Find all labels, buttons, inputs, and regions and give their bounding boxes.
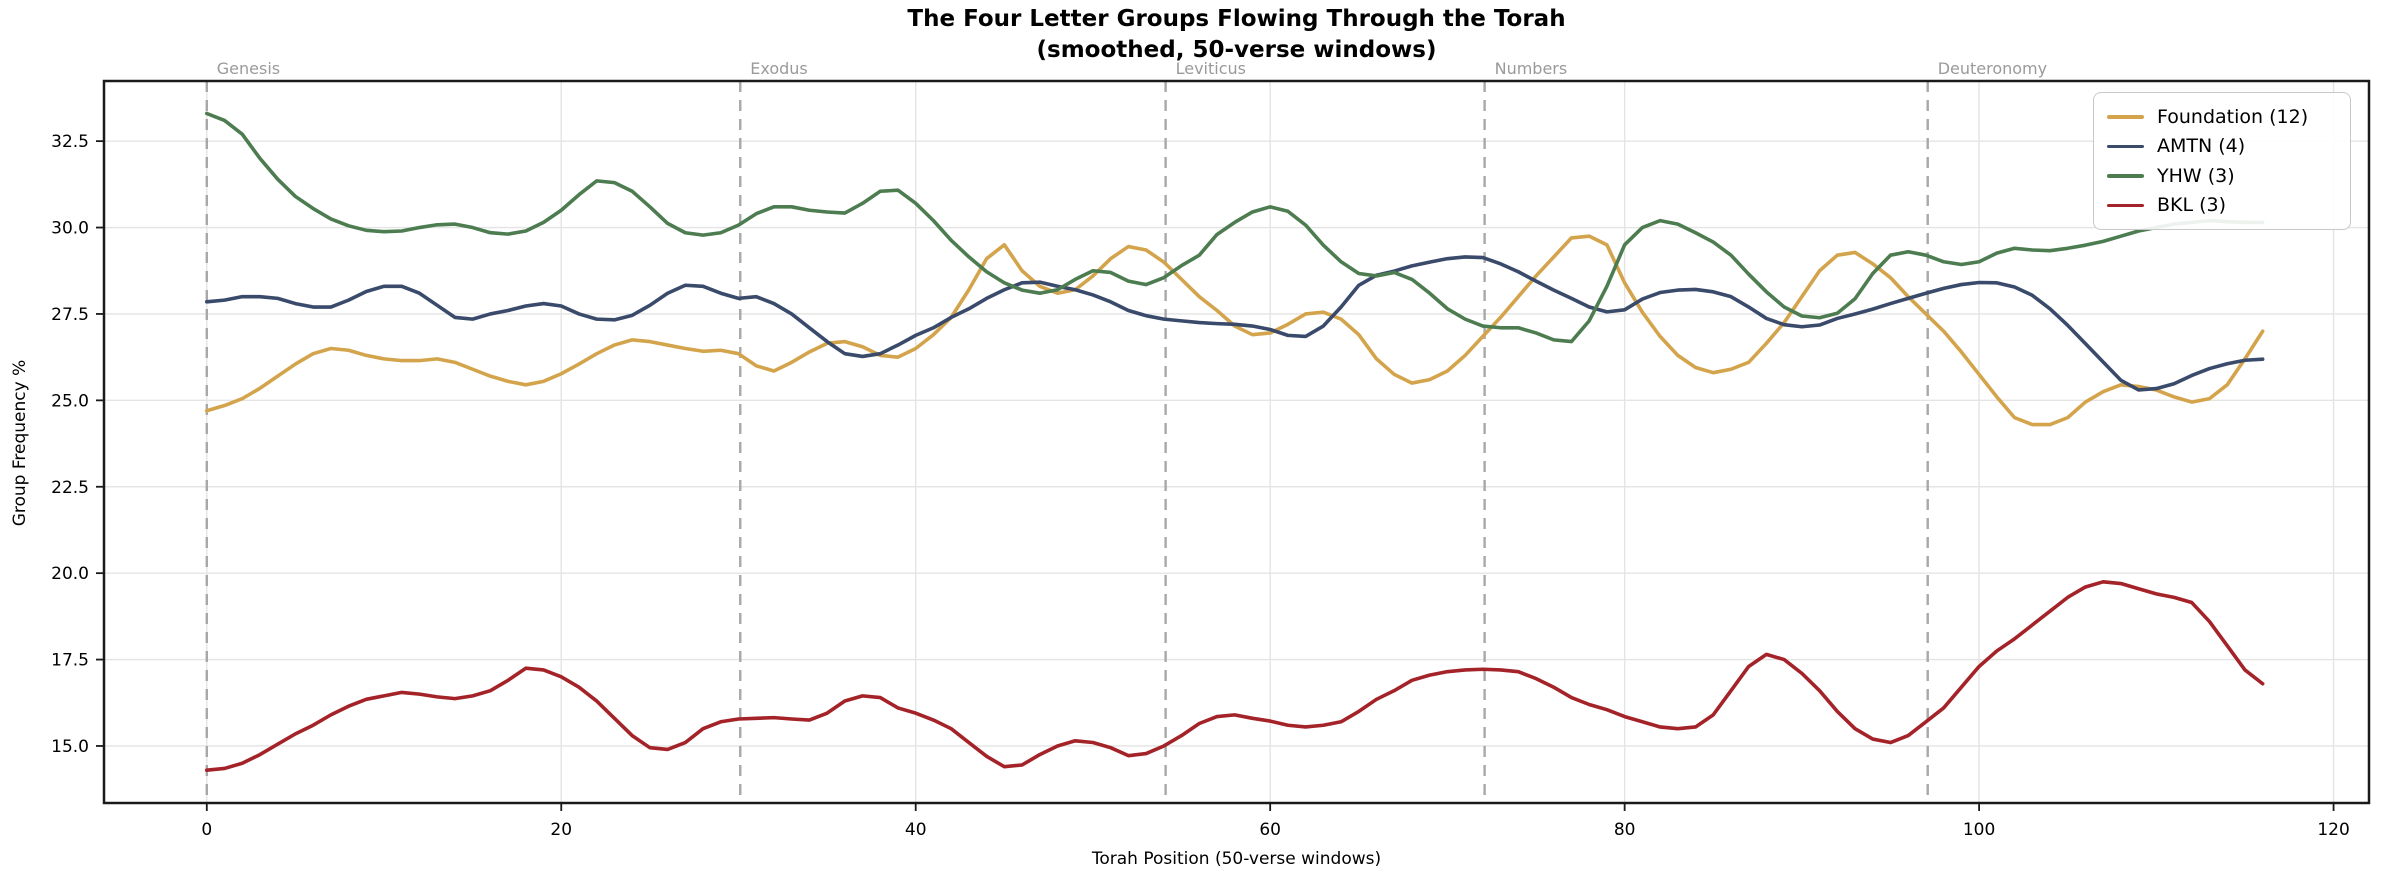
book-label-leviticus: Leviticus [1176, 59, 1246, 78]
legend-item-yhw: YHW (3) [2107, 161, 2350, 191]
y-axis-label: Group Frequency % [10, 359, 30, 527]
series-line-amtn [204, 255, 2265, 392]
book-label-exodus: Exodus [750, 59, 808, 78]
x-axis-label: Torah Position (50-verse windows) [1091, 849, 1382, 869]
legend-swatch-amtn [2107, 144, 2144, 148]
chart-title: The Four Letter Groups Flowing Through t… [104, 4, 2369, 66]
legend-label-bkl: BKL (3) [2157, 194, 2227, 217]
legend-swatch-foundation [2107, 115, 2144, 119]
x-tick-label: 100 [1963, 820, 1995, 840]
y-tick-label: 17.5 [51, 651, 89, 671]
series-line-bkl [204, 580, 2265, 772]
x-tick-label: 20 [550, 820, 572, 840]
y-tick-label: 30.0 [51, 219, 89, 239]
x-tick-label: 0 [201, 820, 212, 840]
book-label-numbers: Numbers [1495, 59, 1568, 78]
legend-swatch-yhw [2107, 174, 2144, 178]
legend-label-amtn: AMTN (4) [2157, 135, 2246, 158]
x-tick-label: 40 [905, 820, 927, 840]
y-tick-label: 27.5 [51, 305, 89, 325]
book-label-deuteronomy: Deuteronomy [1938, 59, 2047, 78]
y-tick-label: 22.5 [51, 478, 89, 498]
legend-label-foundation: Foundation (12) [2157, 105, 2309, 128]
legend-item-bkl: BKL (3) [2107, 191, 2350, 221]
legend-label-yhw: YHW (3) [2157, 164, 2235, 187]
plot-area: Genesis Exodus Leviticus Numbers Deuteronomy… [51, 59, 2371, 840]
book-label-genesis: Genesis [217, 59, 280, 78]
legend-item-amtn: AMTN (4) [2107, 132, 2350, 162]
legend-swatch-bkl [2107, 203, 2144, 207]
y-tick-label: 32.5 [51, 132, 89, 152]
plot-border [102, 79, 2371, 805]
series-line-yhw [204, 111, 2265, 344]
legend-item-foundation: Foundation (12) [2107, 102, 2350, 132]
y-tick-label: 20.0 [51, 564, 89, 584]
y-tick-label: 25.0 [51, 391, 89, 411]
chart-title-line1: The Four Letter Groups Flowing Through t… [907, 6, 1566, 32]
x-tick-label: 80 [1614, 820, 1636, 840]
chart-title-line2: (smoothed, 50-verse windows) [1036, 37, 1437, 63]
x-tick-label: 120 [2317, 820, 2349, 840]
y-tick-label: 15.0 [51, 737, 89, 757]
x-tick-label: 60 [1259, 820, 1281, 840]
legend: Foundation (12) AMTN (4) YHW (3) BKL (3) [2093, 92, 2351, 230]
